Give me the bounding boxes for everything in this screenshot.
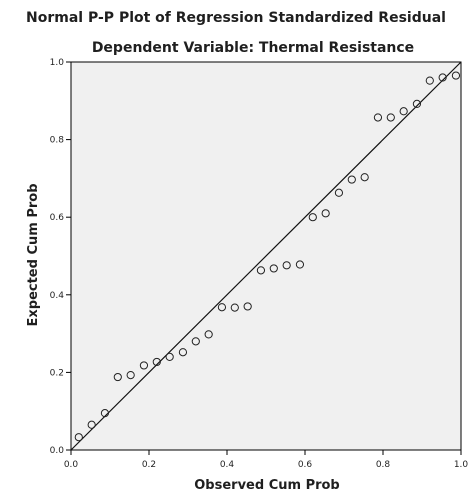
x-axis-ticks: 0.0 0.2 0.4 0.6 0.8 1.0 xyxy=(64,450,469,470)
data-point-20 xyxy=(321,209,330,218)
data-point-14 xyxy=(243,302,252,311)
x-tick-label-4: 0.8 xyxy=(376,460,391,470)
chart-subtitle: Dependent Variable: Thermal Resistance xyxy=(92,40,414,56)
data-point-27 xyxy=(412,99,422,109)
data-point-21 xyxy=(334,188,344,197)
data-point-9 xyxy=(178,348,188,357)
data-point-28 xyxy=(425,76,434,85)
data-point-25 xyxy=(386,113,395,122)
chart-title: Normal P-P Plot of Regression Standardiz… xyxy=(26,10,446,26)
x-tick-label-2: 0.4 xyxy=(220,460,235,470)
data-point-3 xyxy=(100,409,110,418)
data-point-5 xyxy=(126,371,135,380)
data-point-6 xyxy=(139,361,149,370)
y-tick-label-1: 0.2 xyxy=(50,368,64,378)
data-point-2 xyxy=(87,420,96,429)
reference-line xyxy=(70,61,462,451)
y-axis-label: Expected Cum Prob xyxy=(26,184,41,327)
data-point-4 xyxy=(113,372,122,382)
x-tick-label-0: 0.0 xyxy=(64,460,79,470)
y-tick-label-2: 0.4 xyxy=(50,291,65,301)
data-point-7 xyxy=(152,357,161,367)
data-point-8 xyxy=(165,352,174,361)
data-point-24 xyxy=(373,113,383,122)
x-tick-label-5: 1.0 xyxy=(454,460,469,470)
data-point-18 xyxy=(295,260,305,269)
y-tick-label-0: 0.0 xyxy=(50,446,65,456)
data-point-12 xyxy=(217,303,227,312)
data-point-22 xyxy=(347,175,356,184)
data-point-30 xyxy=(451,71,461,80)
data-point-11 xyxy=(204,330,213,339)
data-point-1 xyxy=(74,433,83,442)
data-point-26 xyxy=(399,107,408,116)
data-point-19 xyxy=(308,213,317,222)
data-point-29 xyxy=(438,73,447,82)
y-tick-label-3: 0.6 xyxy=(50,213,65,223)
x-tick-label-3: 0.6 xyxy=(298,460,313,470)
y-axis-ticks: 0.0 0.2 0.4 0.6 0.8 1.0 xyxy=(50,58,71,456)
y-tick-label-4: 0.8 xyxy=(50,136,65,146)
data-point-13 xyxy=(230,303,239,312)
x-axis-label: Observed Cum Prob xyxy=(194,478,340,493)
data-point-23 xyxy=(360,173,369,182)
x-tick-label-1: 0.2 xyxy=(142,460,156,470)
y-tick-label-5: 1.0 xyxy=(50,58,65,68)
points-layer xyxy=(74,71,461,442)
data-point-10 xyxy=(191,337,200,346)
data-point-16 xyxy=(269,264,278,273)
data-point-17 xyxy=(282,261,291,270)
data-point-15 xyxy=(256,266,266,275)
